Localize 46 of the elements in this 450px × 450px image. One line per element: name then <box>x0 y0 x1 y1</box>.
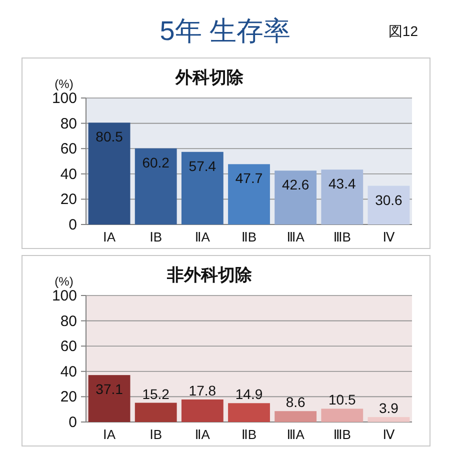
xtick: Ⅳ <box>382 427 395 442</box>
ylabel: (%) <box>54 274 74 288</box>
ytick: 40 <box>60 166 77 183</box>
data-label: 8.6 <box>286 394 306 410</box>
annotation: 図12 <box>388 23 418 39</box>
data-label: 80.5 <box>96 128 123 145</box>
ylabel: (%) <box>54 77 74 91</box>
ytick: 40 <box>60 363 77 380</box>
xtick: ⅡB <box>241 230 257 244</box>
xtick: ⅢA <box>286 427 304 442</box>
ytick: 100 <box>52 90 77 107</box>
xtick: ⅠA <box>103 427 116 442</box>
data-label: 30.6 <box>375 192 402 208</box>
ytick: 20 <box>60 388 77 406</box>
xtick: ⅡB <box>241 427 257 442</box>
data-label: 15.2 <box>142 386 170 402</box>
ytick: 20 <box>60 191 77 208</box>
data-label: 14.9 <box>235 386 263 402</box>
data-label: 47.7 <box>235 170 263 186</box>
data-label: 43.4 <box>328 176 356 192</box>
xtick: ⅡA <box>194 427 210 442</box>
xtick: ⅢA <box>286 230 304 244</box>
data-label: 37.1 <box>96 381 123 398</box>
ytick: 0 <box>68 216 77 234</box>
ytick: 60 <box>60 338 77 356</box>
ytick: 80 <box>60 312 77 330</box>
data-label: 57.4 <box>188 158 216 174</box>
ytick: 100 <box>52 288 77 304</box>
xtick: ⅠA <box>103 230 116 244</box>
ytick: 80 <box>60 115 77 132</box>
xtick: ⅠB <box>150 230 162 244</box>
xtick: ⅢB <box>333 427 351 442</box>
ytick: 0 <box>68 414 77 431</box>
xtick: ⅠB <box>150 427 162 442</box>
data-label: 3.9 <box>378 400 398 416</box>
ytick: 60 <box>60 140 77 158</box>
title: 5年 生存率 <box>160 16 290 46</box>
title: 外科切除 <box>176 68 244 87</box>
data-label: 60.2 <box>142 154 170 170</box>
data-label: 10.5 <box>328 392 356 408</box>
title: 非外科切除 <box>167 266 252 284</box>
xtick: ⅢB <box>333 230 351 244</box>
xtick: ⅡA <box>194 230 210 244</box>
data-label: 42.6 <box>282 176 310 193</box>
xtick: Ⅳ <box>382 230 395 244</box>
data-label: 17.8 <box>188 382 216 398</box>
